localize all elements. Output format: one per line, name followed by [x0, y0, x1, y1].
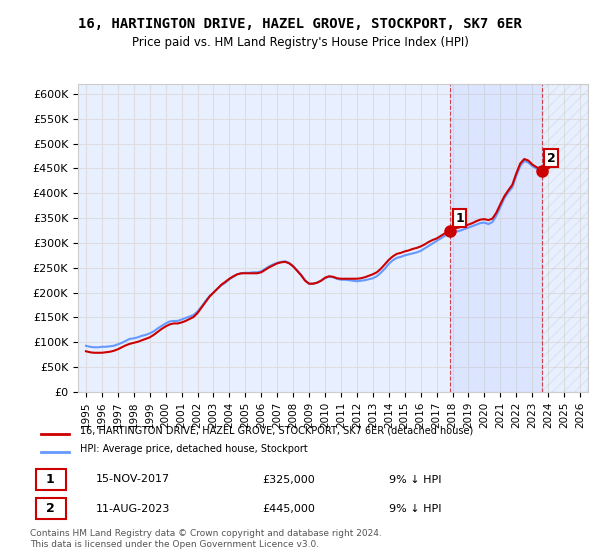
- FancyBboxPatch shape: [35, 469, 66, 490]
- Text: 16, HARTINGTON DRIVE, HAZEL GROVE, STOCKPORT, SK7 6ER (detached house): 16, HARTINGTON DRIVE, HAZEL GROVE, STOCK…: [80, 426, 473, 435]
- Text: 9% ↓ HPI: 9% ↓ HPI: [389, 504, 442, 514]
- Text: 11-AUG-2023: 11-AUG-2023: [96, 504, 170, 514]
- Text: HPI: Average price, detached house, Stockport: HPI: Average price, detached house, Stoc…: [80, 444, 307, 454]
- Text: 15-NOV-2017: 15-NOV-2017: [96, 474, 170, 484]
- FancyBboxPatch shape: [35, 498, 66, 520]
- Bar: [542, 84, 588, 392]
- Text: 9% ↓ HPI: 9% ↓ HPI: [389, 474, 442, 484]
- Text: 1: 1: [455, 212, 464, 225]
- Text: 2: 2: [547, 152, 556, 165]
- Text: £445,000: £445,000: [262, 504, 315, 514]
- Text: 1: 1: [46, 473, 55, 486]
- Text: Contains HM Land Registry data © Crown copyright and database right 2024.
This d: Contains HM Land Registry data © Crown c…: [30, 529, 382, 549]
- Text: £325,000: £325,000: [262, 474, 314, 484]
- Text: 2: 2: [46, 502, 55, 515]
- Bar: [451, 84, 542, 392]
- Text: Price paid vs. HM Land Registry's House Price Index (HPI): Price paid vs. HM Land Registry's House …: [131, 36, 469, 49]
- Text: 16, HARTINGTON DRIVE, HAZEL GROVE, STOCKPORT, SK7 6ER: 16, HARTINGTON DRIVE, HAZEL GROVE, STOCK…: [78, 17, 522, 31]
